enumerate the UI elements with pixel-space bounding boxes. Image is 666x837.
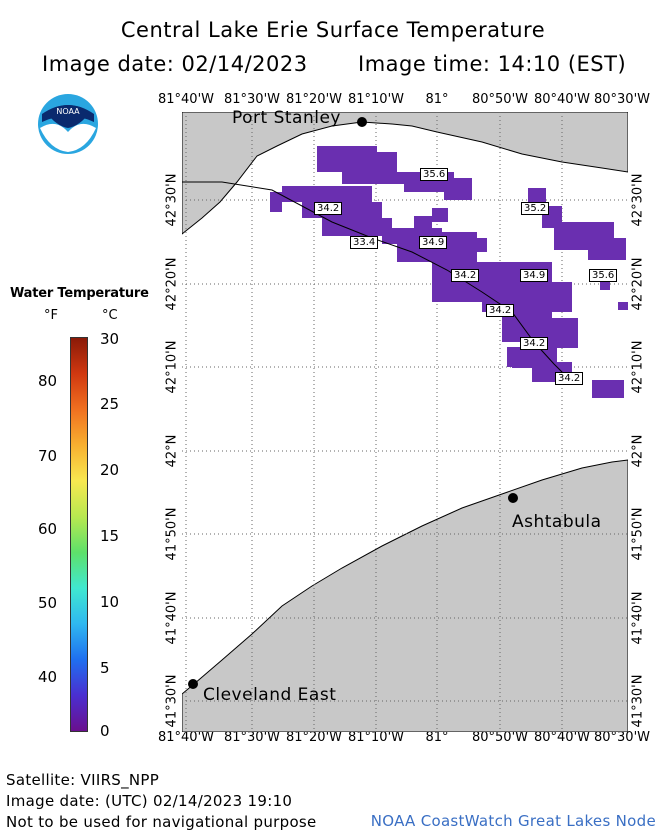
lon-tick-bottom: 80°40'W: [533, 730, 591, 745]
utc-date-label: Image date: (UTC) 02/14/2023 19:10: [6, 792, 293, 810]
temperature-colorbar: [70, 337, 88, 732]
lon-tick-top: 81°10'W: [347, 92, 405, 107]
lon-tick-bottom: 80°50'W: [471, 730, 529, 745]
lon-tick-top: 80°50'W: [471, 92, 529, 107]
lon-tick-top: 81°20'W: [285, 92, 343, 107]
colorbar-tick-c: 5: [100, 659, 110, 677]
colorbar-tick-f: 80: [38, 372, 58, 390]
colorbar-tick-c: 20: [100, 461, 120, 479]
disclaimer-label: Not to be used for navigational purpose: [6, 813, 317, 831]
lon-tick-bottom: 81°30'W: [223, 730, 281, 745]
lon-tick-top: 80°30'W: [593, 92, 651, 107]
city-label-port-stanley: Port Stanley: [232, 108, 341, 128]
legend-unit-celsius: °C: [102, 308, 118, 323]
grid-lines: [182, 112, 628, 732]
lon-tick-top: 81°: [425, 92, 449, 107]
city-label-ashtabula: Ashtabula: [512, 512, 602, 532]
colorbar-tick-c: 25: [100, 395, 120, 413]
colorbar-tick-c: 15: [100, 527, 120, 545]
temperature-label: 34.2: [520, 337, 549, 350]
lake-map[interactable]: [182, 112, 628, 732]
land-south: [182, 459, 628, 732]
temperature-label: 35.6: [589, 269, 618, 282]
colorbar-tick-f: 70: [38, 447, 58, 465]
lon-tick-bottom: 81°: [425, 730, 449, 745]
colorbar-tick-f: 60: [38, 520, 58, 538]
temperature-label: 33.4: [350, 236, 379, 249]
lon-tick-top: 81°40'W: [157, 92, 215, 107]
lat-tick-left: 41°30'N: [164, 674, 180, 728]
temperature-label: 34.2: [486, 304, 515, 317]
lon-tick-bottom: 80°30'W: [593, 730, 651, 745]
lon-tick-bottom: 81°10'W: [347, 730, 405, 745]
image-time-label: Image time: 14:10 (EST): [358, 52, 627, 76]
legend-unit-fahrenheit: °F: [44, 308, 58, 323]
temperature-label: 34.9: [520, 269, 549, 282]
legend-title: Water Temperature: [10, 286, 149, 301]
temperature-label: 34.2: [451, 269, 480, 282]
image-date-label: Image date: 02/14/2023: [42, 52, 308, 76]
temperature-label: 35.6: [420, 168, 449, 181]
credit-label: NOAA CoastWatch Great Lakes Node: [370, 812, 656, 830]
noaa-logo-text: NOAA: [56, 107, 80, 116]
map-title: Central Lake Erie Surface Temperature: [120, 18, 546, 42]
lon-tick-bottom: 81°40'W: [157, 730, 215, 745]
colorbar-tick-c: 10: [100, 593, 120, 611]
temperature-label: 34.2: [314, 202, 343, 215]
lon-tick-bottom: 81°20'W: [285, 730, 343, 745]
colorbar-tick-c: 0: [100, 722, 110, 740]
city-label-cleveland-east: Cleveland East: [203, 685, 337, 705]
temperature-label: 35.2: [521, 202, 550, 215]
temperature-label: 34.2: [555, 372, 584, 385]
colorbar-tick-f: 40: [38, 668, 58, 686]
temperature-label: 34.9: [419, 236, 448, 249]
lon-tick-top: 81°30'W: [223, 92, 281, 107]
colorbar-tick-f: 50: [38, 594, 58, 612]
noaa-logo-icon: NOAA: [38, 94, 98, 154]
satellite-label: Satellite: VIIRS_NPP: [6, 771, 160, 789]
land-north: [182, 112, 628, 235]
lat-tick-right: 41°30'N: [630, 674, 646, 728]
lon-tick-top: 80°40'W: [533, 92, 591, 107]
colorbar-tick-c: 30: [100, 330, 120, 348]
